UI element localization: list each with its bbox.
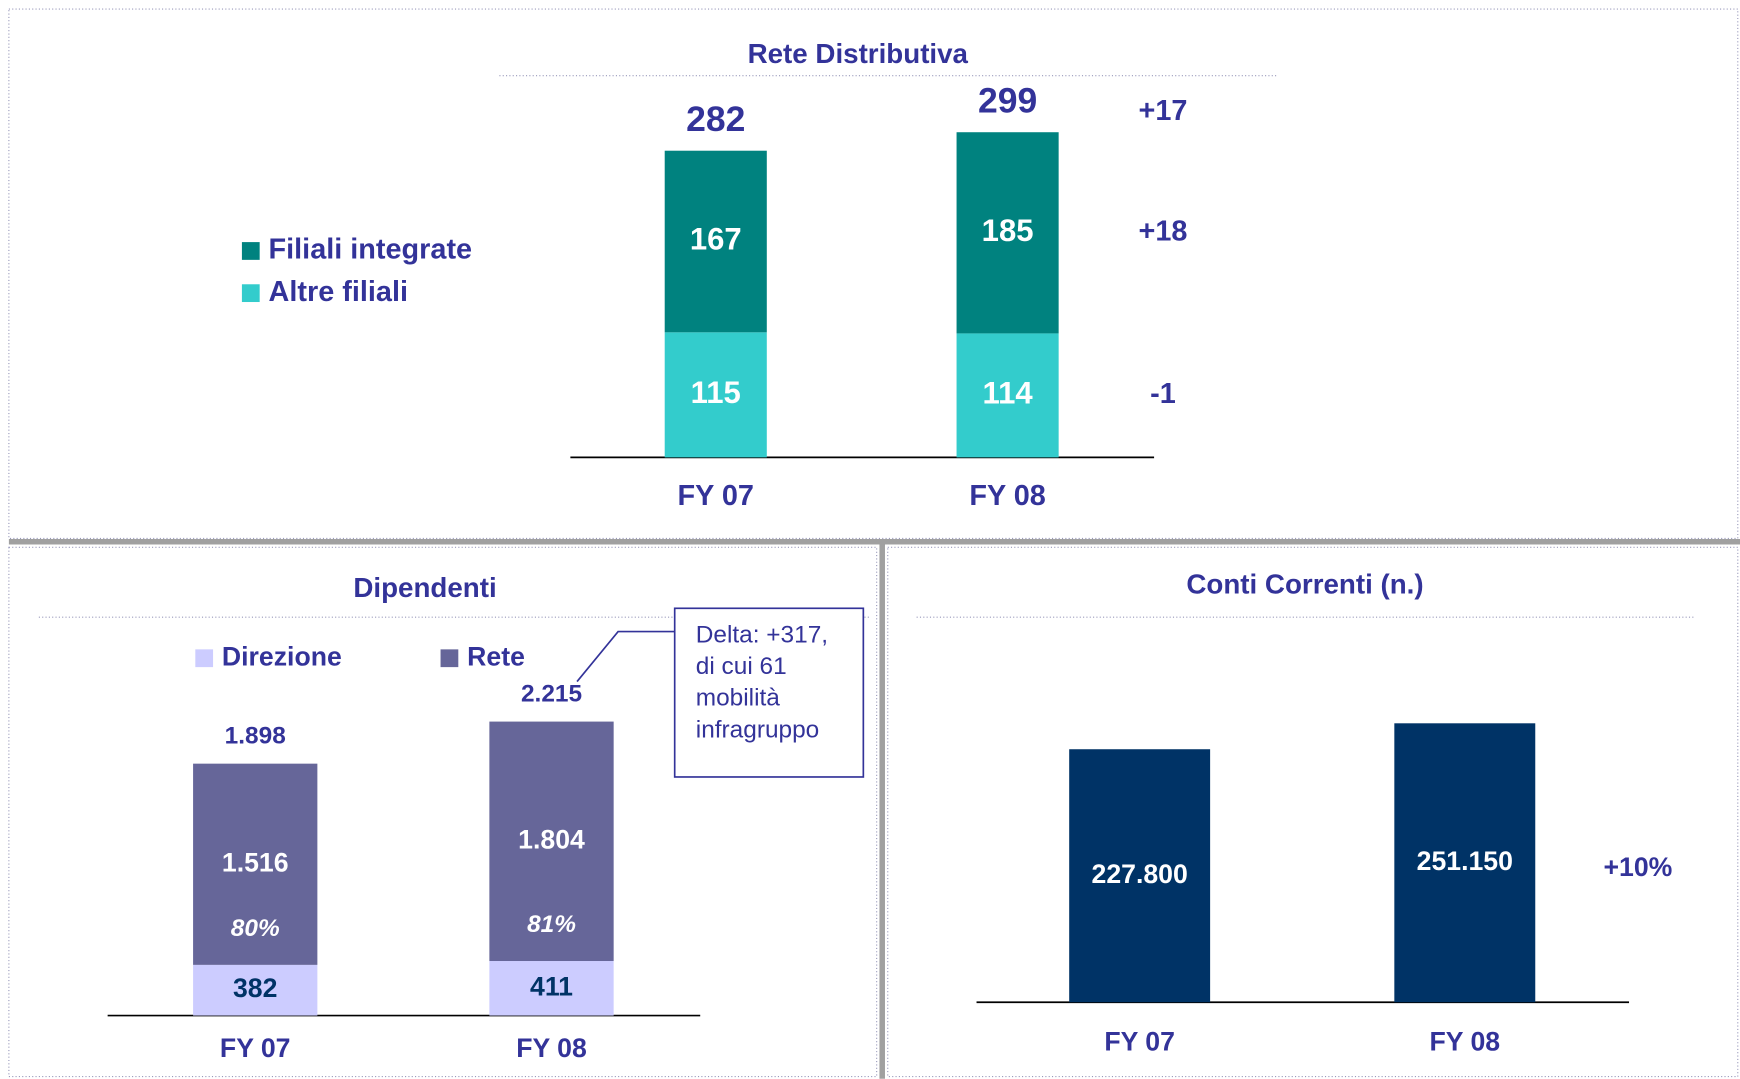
legend-label: Direzione <box>222 641 342 671</box>
leader-line <box>576 630 675 683</box>
chart-title: Dipendenti <box>353 572 496 603</box>
legend-swatch <box>241 242 260 260</box>
legend-swatch <box>440 649 459 668</box>
legend-label: Filiali integrate <box>269 234 473 266</box>
bar <box>1069 749 1211 1003</box>
annotation: +10% <box>1603 852 1672 882</box>
legend-label: Altre filiali <box>269 276 408 308</box>
annotation-text: mobilità <box>696 685 781 712</box>
panel <box>8 546 878 1078</box>
bar-segment <box>489 961 614 1016</box>
annotation-text: Delta: +317, <box>696 621 828 648</box>
delta-label: +17 <box>1138 95 1187 127</box>
value-label: 227.800 <box>1092 859 1188 889</box>
bar-segment <box>956 333 1059 458</box>
legend-label: Rete <box>467 641 525 671</box>
value-label: 411 <box>530 971 573 1001</box>
chart-title: Rete Distributiva <box>748 38 969 69</box>
bar-segment <box>489 721 614 962</box>
x-tick-label: FY 07 <box>220 1033 291 1063</box>
chart-title: Conti Correnti (n.) <box>1186 568 1423 599</box>
annotation-text: infragruppo <box>696 716 819 743</box>
value-label: 251.150 <box>1417 846 1513 876</box>
total-label: 2.215 <box>521 680 582 707</box>
annotation-text: di cui 61 <box>696 653 787 680</box>
value-label: 382 <box>233 973 277 1003</box>
bar-segment <box>956 132 1059 334</box>
share-label: 80% <box>231 915 280 942</box>
value-label: 185 <box>982 213 1034 248</box>
delta-label: -1 <box>1150 378 1176 410</box>
delta-label: +18 <box>1138 215 1187 247</box>
bar-segment <box>193 964 318 1016</box>
bar-segment <box>193 763 318 965</box>
value-label: 115 <box>691 375 741 410</box>
panel <box>887 546 1739 1078</box>
x-tick-label: FY 08 <box>1430 1026 1501 1056</box>
x-tick-label: FY 07 <box>678 480 754 512</box>
bar <box>1394 723 1536 1003</box>
value-label: 167 <box>690 222 742 257</box>
total-label: 282 <box>686 99 745 139</box>
total-label: 1.898 <box>225 722 286 749</box>
x-tick-label: FY 08 <box>969 480 1045 512</box>
x-tick-label: FY 08 <box>516 1033 587 1063</box>
legend-swatch <box>241 284 260 303</box>
value-label: 114 <box>983 376 1034 411</box>
bar-segment <box>664 150 767 333</box>
x-tick-label: FY 07 <box>1104 1026 1175 1056</box>
legend-swatch <box>195 649 214 668</box>
total-label: 299 <box>978 81 1037 121</box>
value-label: 1.804 <box>518 824 585 854</box>
panel <box>8 8 1739 539</box>
share-label: 81% <box>527 911 576 938</box>
value-label: 1.516 <box>222 847 289 877</box>
bar-segment <box>664 332 767 458</box>
annotation-box <box>673 607 865 778</box>
